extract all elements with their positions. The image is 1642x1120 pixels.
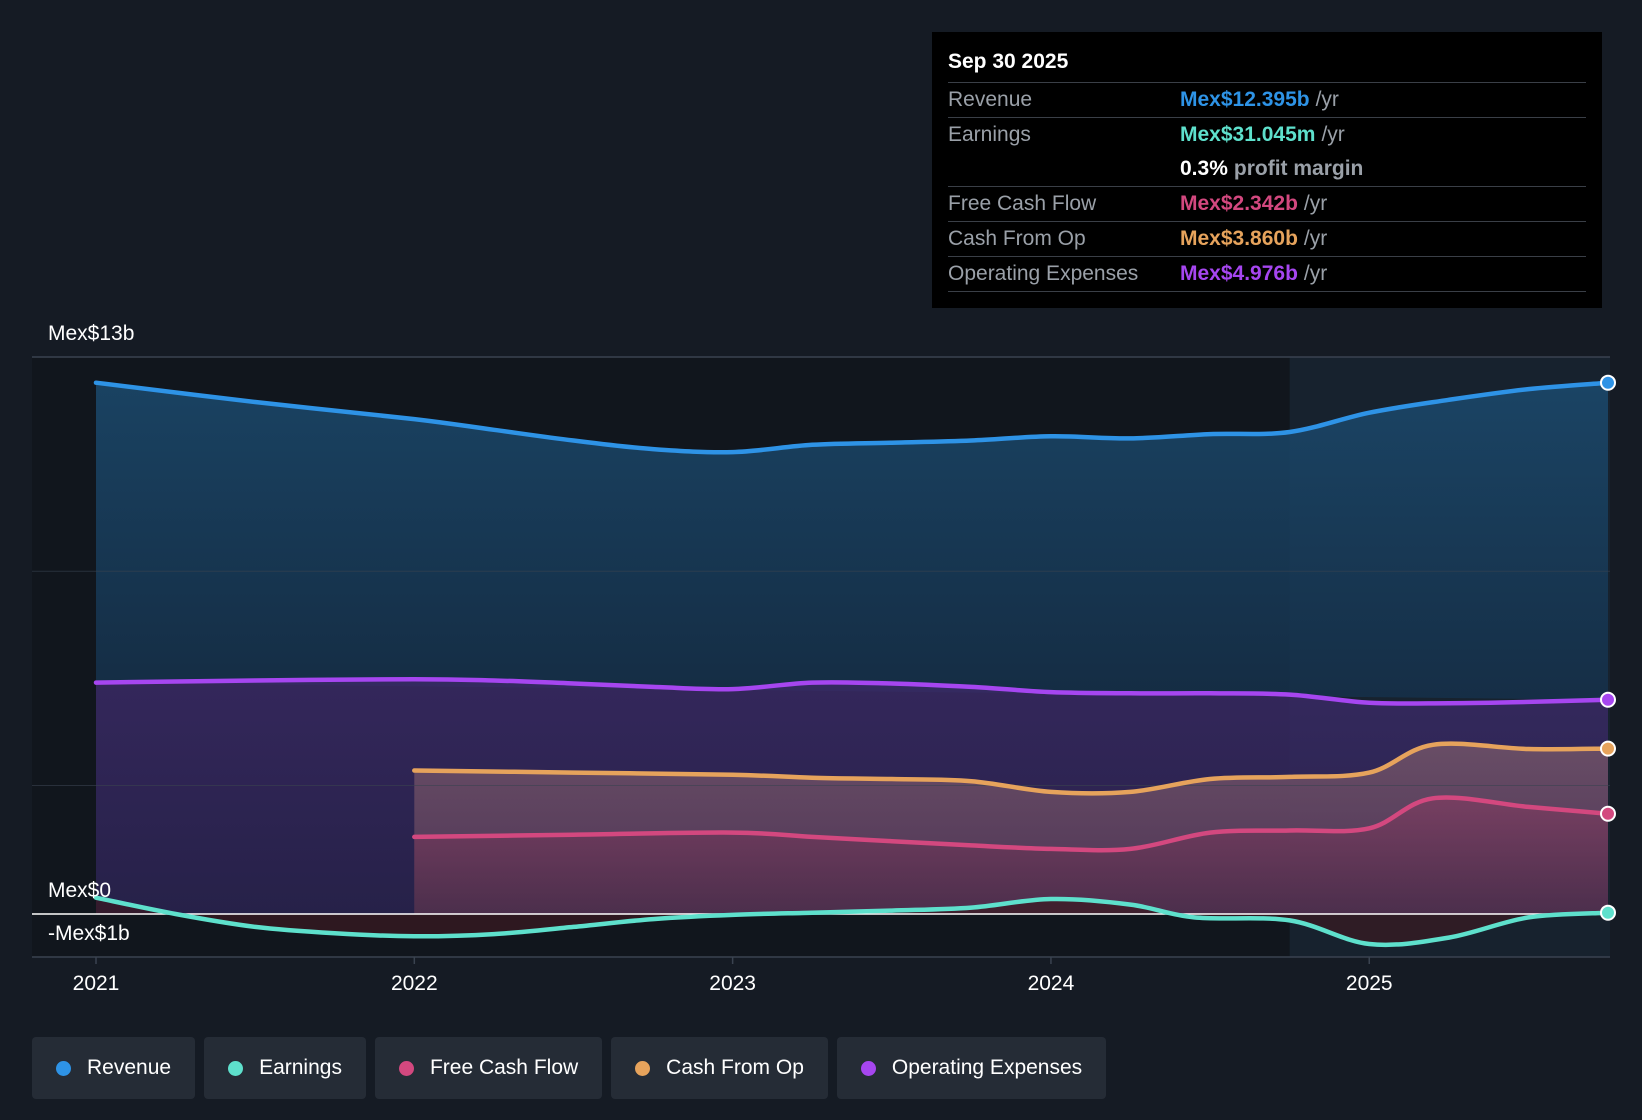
series-areas: [96, 382, 1608, 945]
x-tick-label: 2021: [73, 972, 120, 995]
x-tick-label: 2025: [1346, 972, 1393, 995]
tooltip-unit: /yr: [1303, 192, 1328, 215]
legend-label: Cash From Op: [666, 1056, 804, 1079]
tooltip-earnings-value: Mex$31.045m: [1180, 123, 1316, 146]
tooltip-label: Earnings: [948, 123, 1031, 146]
legend-item-operating-expenses[interactable]: Operating Expenses: [836, 1037, 1107, 1099]
tooltip-revenue-value: Mex$12.395b: [1180, 88, 1310, 111]
operating-expenses-dot-icon: [860, 1060, 876, 1076]
legend-label: Revenue: [87, 1056, 172, 1079]
tooltip-unit: /yr: [1303, 262, 1328, 285]
tooltip-unit: /yr: [1321, 123, 1345, 146]
tooltip-panel: Sep 30 2025 Revenue Mex$12.395b /yr Earn…: [932, 32, 1602, 308]
x-tick-label: 2023: [709, 972, 756, 995]
tooltip-cfo-value: Mex$3.860b: [1180, 227, 1298, 250]
tooltip-row-margin: 0.3% profit margin: [948, 152, 1586, 186]
legend-item-cash-from-op[interactable]: Cash From Op: [611, 1037, 828, 1099]
earnings-line: [93, 895, 1611, 948]
earnings-end-marker: [1600, 904, 1616, 921]
tooltip-label: Operating Expenses: [948, 262, 1139, 285]
cash-from-op-line: [412, 741, 1611, 796]
tooltip-row-revenue: Revenue Mex$12.395b /yr: [948, 82, 1586, 117]
revenue-area: [96, 382, 1608, 700]
free-cash-flow-line: [412, 795, 1611, 853]
free-cash-flow-area: [414, 797, 1608, 914]
cash-from-op-end-marker: [1600, 740, 1616, 757]
x-tick-label: 2024: [1028, 972, 1075, 995]
free-cash-flow-dot-icon: [398, 1060, 414, 1076]
tooltip-unit: /yr: [1303, 227, 1328, 250]
legend: Revenue Earnings Free Cash Flow Cash Fro…: [32, 1037, 1107, 1099]
y-label-zero: Mex$0: [48, 879, 111, 902]
tooltip-margin-value: 0.3%: [1180, 157, 1228, 180]
operating-expenses-line: [93, 676, 1611, 706]
x-tick-label: 2022: [391, 972, 438, 995]
tooltip-margin-unit: profit margin: [1233, 157, 1364, 180]
cash-from-op-dot-icon: [635, 1060, 651, 1076]
series-lines: [93, 380, 1611, 948]
y-label-top: Mex$13b: [48, 322, 134, 345]
tooltip-row-operating-expenses: Operating Expenses Mex$4.976b /yr: [948, 256, 1586, 292]
tooltip-label: Revenue: [948, 88, 1033, 111]
chart-area: 2021 2022 2023 2024 2025 Mex$13b Mex$0 -Mex$…: [32, 322, 1616, 995]
earnings-dot-icon: [228, 1060, 244, 1076]
tooltip-label: Free Cash Flow: [948, 192, 1097, 215]
series-end-markers: [1600, 374, 1616, 921]
free-cash-flow-end-marker: [1600, 805, 1616, 822]
tooltip-date: Sep 30 2025: [948, 50, 1069, 73]
tooltip-unit: /yr: [1315, 88, 1339, 111]
x-axis-ticks: 2021 2022 2023 2024 2025: [73, 957, 1393, 995]
tooltip-row-earnings: Earnings Mex$31.045m /yr: [948, 117, 1586, 152]
legend-item-revenue[interactable]: Revenue: [32, 1037, 196, 1099]
revenue-dot-icon: [56, 1060, 71, 1076]
legend-label: Earnings: [259, 1056, 342, 1079]
tooltip-fcf-value: Mex$2.342b: [1180, 192, 1298, 215]
gridlines: [32, 356, 1610, 958]
legend-label: Operating Expenses: [891, 1056, 1083, 1079]
tooltip-opex-value: Mex$4.976b: [1180, 262, 1298, 285]
tooltip-label: Cash From Op: [948, 227, 1086, 250]
revenue-end-marker: [1600, 374, 1616, 391]
y-label-bottom: -Mex$1b: [48, 922, 130, 945]
legend-item-earnings[interactable]: Earnings: [204, 1037, 366, 1099]
tooltip-row-cash-from-op: Cash From Op Mex$3.860b /yr: [948, 221, 1586, 256]
legend-item-free-cash-flow[interactable]: Free Cash Flow: [374, 1037, 603, 1099]
operating-expenses-end-marker: [1600, 691, 1616, 708]
revenue-line: [93, 380, 1611, 455]
legend-label: Free Cash Flow: [429, 1056, 579, 1079]
tooltip-row-free-cash-flow: Free Cash Flow Mex$2.342b /yr: [948, 186, 1586, 221]
